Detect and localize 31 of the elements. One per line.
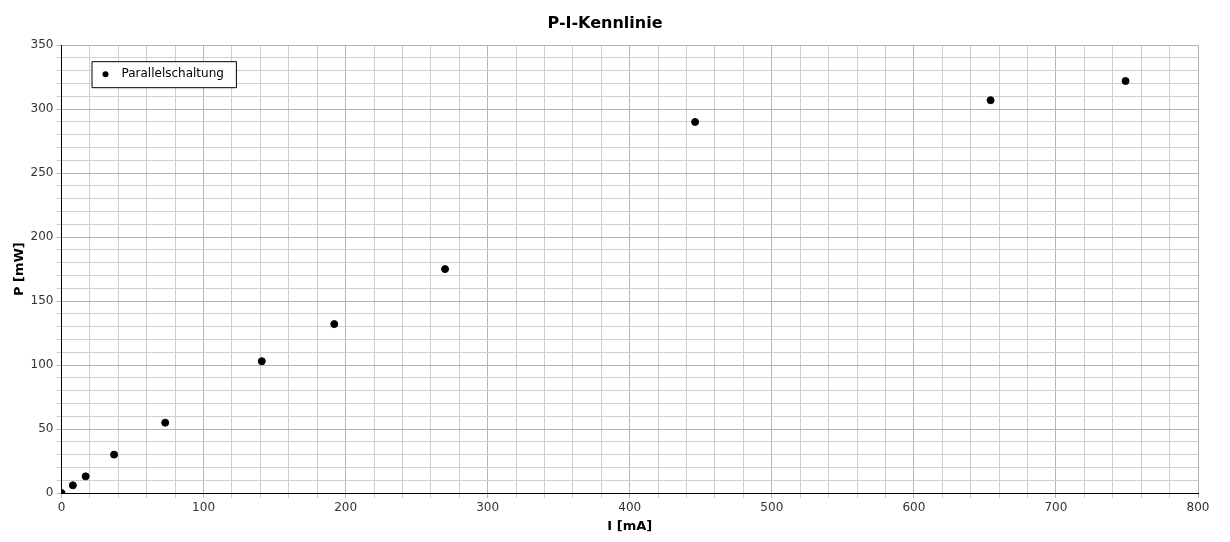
x-tick-label: 100: [192, 500, 216, 515]
y-tick-label: 100: [30, 357, 54, 372]
x-tick-label: 0: [57, 500, 66, 515]
x-tick-label: 400: [618, 500, 642, 515]
point: [161, 418, 170, 427]
y-tick-label: 0: [45, 485, 54, 500]
point: [441, 265, 450, 274]
y-tick-label: 200: [30, 229, 54, 244]
y-tick-label: 300: [30, 101, 54, 116]
point: [1121, 77, 1130, 86]
point: [330, 320, 339, 329]
y-tick-label: 350: [30, 37, 54, 52]
x-tick-label: 600: [902, 500, 926, 515]
chart-title: P-I-Kennlinie: [547, 12, 663, 32]
x-tick-label: 300: [476, 500, 500, 515]
y-tick-label: 150: [30, 293, 54, 308]
x-axis-title: I [mA]: [607, 517, 653, 533]
point: [81, 472, 90, 481]
x-tick-label: 500: [760, 500, 784, 515]
point: [257, 357, 266, 366]
x-tick-label: 800: [1186, 500, 1210, 515]
point: [986, 96, 995, 105]
y-tick-label: 50: [38, 421, 54, 436]
legend-label: Parallelschaltung: [121, 66, 224, 81]
y-axis-title: P [mW]: [11, 242, 27, 297]
x-tick-label: 200: [334, 500, 358, 515]
point: [110, 450, 119, 459]
point: [691, 117, 700, 126]
x-tick-label: 700: [1044, 500, 1068, 515]
y-tick-label: 250: [30, 165, 54, 180]
point: [68, 481, 77, 490]
